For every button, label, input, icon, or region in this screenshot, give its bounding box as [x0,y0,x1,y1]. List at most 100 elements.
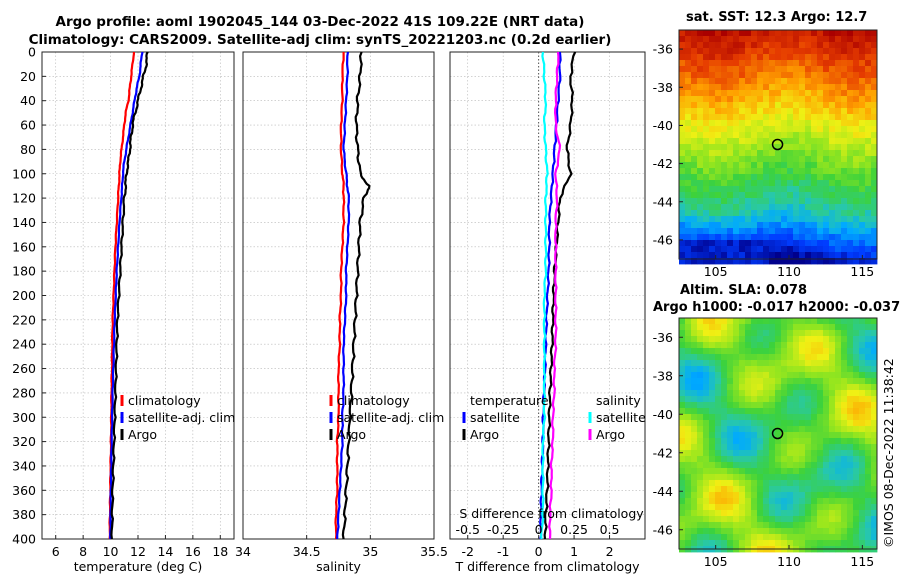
map-cell [769,510,776,517]
map-cell [751,414,758,421]
y-tick-label: 80 [20,142,36,157]
map-cell [745,486,752,493]
y-tick-label: 120 [12,191,36,206]
map-cell [763,66,770,73]
difference-line-salinity-satellite [539,51,549,540]
map-cell [811,216,818,223]
map-cell [817,234,824,241]
map-cell [871,414,878,421]
map-cell [763,150,770,157]
map-cell [781,468,788,475]
map-cell [817,456,824,463]
map-cell [703,174,710,181]
map-cell [805,132,812,139]
map-cell [865,168,872,175]
map-cell [871,258,878,265]
map-cell [685,198,692,205]
map-cell [745,234,752,241]
map-cell [793,180,800,187]
map-cell [733,192,740,199]
map-cell [769,348,776,355]
map-cell [697,450,704,457]
map-cell [745,468,752,475]
map-cell [769,354,776,361]
map-cell [769,384,776,391]
map-cell [841,234,848,241]
map-cell [847,390,854,397]
map-cell [853,342,860,349]
map-cell [859,150,866,157]
map-cell [787,42,794,49]
map-cell [727,36,734,43]
map-cell [727,504,734,511]
map-cell [859,36,866,43]
map-cell [835,366,842,373]
map-cell [793,420,800,427]
map-cell [715,408,722,415]
map-cell [823,150,830,157]
map-cell [745,162,752,169]
map-cell [871,240,878,247]
map-cell [871,348,878,355]
map-cell [859,180,866,187]
map-cell [817,54,824,61]
map-cell [727,120,734,127]
map-cell [763,468,770,475]
map-cell [835,234,842,241]
map-cell [727,336,734,343]
map-cell [685,402,692,409]
map-cell [757,498,764,505]
map-cell [697,84,704,91]
map-cell [817,60,824,67]
map-cell [703,408,710,415]
map-cell [799,510,806,517]
map-cell [709,510,716,517]
map-cell [703,348,710,355]
map-cell [691,480,698,487]
map-cell [781,414,788,421]
map-cell [817,450,824,457]
map-cell [739,156,746,163]
map-cell [751,150,758,157]
map-cell [805,462,812,469]
map-cell [691,186,698,193]
map-cell [757,258,764,265]
map-lon-label: 110 [777,264,801,279]
map-cell [769,330,776,337]
map-cell [739,336,746,343]
map-cell [865,450,872,457]
map-cell [751,486,758,493]
map-cell [739,162,746,169]
map-cell [745,180,752,187]
map-cell [751,114,758,121]
map-cell [769,60,776,67]
map-cell [763,342,770,349]
map-cell [793,108,800,115]
map-cell [691,84,698,91]
map-cell [715,96,722,103]
map-cell [817,204,824,211]
map-cell [853,438,860,445]
map-cell [865,432,872,439]
map-cell [793,114,800,121]
map-cell [775,468,782,475]
map-cell [865,414,872,421]
map-cell [865,180,872,187]
map-cell [733,252,740,259]
map-cell [685,384,692,391]
map-cell [811,402,818,409]
map-cell [721,102,728,109]
map-cell [835,240,842,247]
map-cell [691,468,698,475]
map-cell [745,498,752,505]
map-cell [775,348,782,355]
map-cell [781,216,788,223]
map-cell [775,60,782,67]
map-cell [745,372,752,379]
map-cell [847,504,854,511]
map-cell [727,390,734,397]
map-cell [721,510,728,517]
map-cell [817,528,824,535]
map-cell [715,492,722,499]
